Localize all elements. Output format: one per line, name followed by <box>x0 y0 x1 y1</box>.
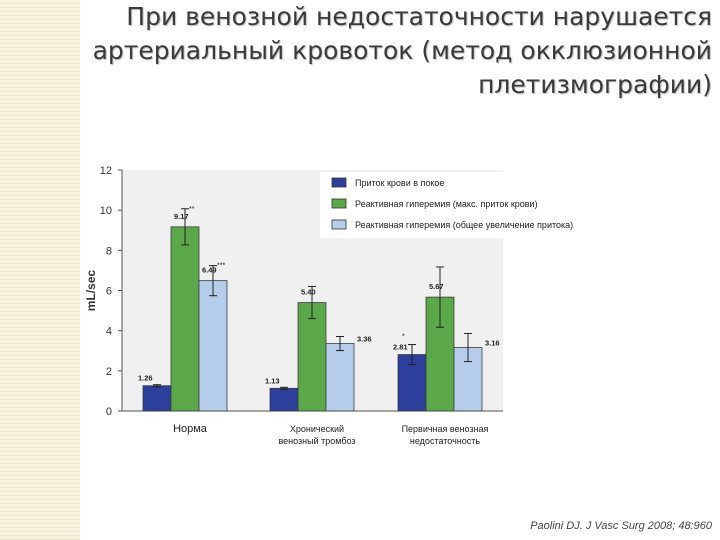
category-label: Хронический <box>290 424 344 434</box>
significance-mark: *** <box>217 263 225 270</box>
significance-mark: ** <box>189 206 195 213</box>
title-line-2: артериальный кровоток (метод окклюзионно… <box>92 36 712 65</box>
data-label: 9.17 <box>174 212 189 221</box>
significance-mark: * <box>402 334 405 341</box>
y-tick-label: 0 <box>106 406 112 418</box>
legend-label: Реактивная гиперемия (макс. приток крови… <box>355 199 538 209</box>
category-label: Первичная венозная <box>402 424 489 434</box>
y-tick-label: 4 <box>106 326 112 338</box>
y-tick-label: 6 <box>106 286 112 298</box>
legend-swatch <box>331 177 347 188</box>
title-line-3: плетизмографии) <box>478 70 712 99</box>
y-tick-label: 10 <box>100 205 112 217</box>
y-tick-label: 2 <box>106 366 112 378</box>
slide-title: При венозной недостаточности нарушается … <box>92 0 712 102</box>
legend-swatch <box>331 219 347 230</box>
bar <box>142 385 172 412</box>
bar <box>269 387 299 412</box>
legend-swatch <box>331 198 347 209</box>
data-label: 6.49 <box>202 266 217 275</box>
data-label: 1.13 <box>265 376 280 385</box>
legend-box <box>320 172 630 238</box>
data-label: 5.67 <box>429 282 444 291</box>
legend-label: Реактивная гиперемия (общее увеличение п… <box>355 220 573 230</box>
category-label: Норма <box>173 423 208 435</box>
data-label: 3.36 <box>357 335 372 344</box>
data-label: 3.16 <box>485 339 500 348</box>
data-label: 2.81 <box>393 343 408 352</box>
y-tick-label: 12 <box>100 165 112 177</box>
decorative-stripe <box>0 0 80 540</box>
bar <box>170 226 200 412</box>
legend-label: Приток крови в покое <box>355 178 444 188</box>
title-line-1: При венозной недостаточности нарушается <box>126 2 712 31</box>
category-label: венозный тромбоз <box>278 436 355 446</box>
data-label: 1.26 <box>138 374 153 383</box>
y-tick-label: 8 <box>106 245 112 257</box>
bar <box>325 343 355 412</box>
y-axis-label: mL/sec <box>84 269 98 311</box>
data-label: 5.40 <box>301 288 316 297</box>
citation: Paolini DJ. J Vasc Surg 2008; 48:960 <box>530 520 712 532</box>
bar <box>198 280 228 412</box>
category-label: недостаточность <box>410 436 480 446</box>
